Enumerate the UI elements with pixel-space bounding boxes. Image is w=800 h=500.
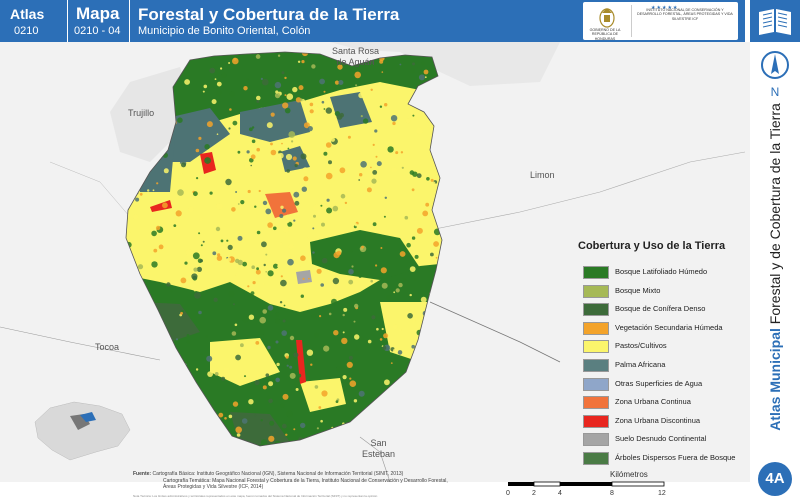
logo-left-text: GOBIERNO DE LA REPÚBLICA DE HONDURAS bbox=[589, 28, 621, 41]
legend-item: Bosque de Conífera Denso bbox=[578, 301, 743, 320]
scale-bar-graphic bbox=[508, 481, 665, 487]
sources-block: Fuente: Cartografía Básica: Instituto Ge… bbox=[133, 471, 493, 491]
source-line-2: Cartografía Temática: Mapa Nacional Fore… bbox=[163, 477, 448, 484]
header-bar: Atlas 0210 Mapa 0210 - 04 Forestal y Cob… bbox=[0, 0, 745, 42]
legend-item: Palma Africana bbox=[578, 357, 743, 376]
scale-tick-2: 2 bbox=[532, 490, 536, 497]
scale-bar: 0 2 4 8 12 Kilómetros bbox=[505, 470, 675, 500]
legend-label: Pastos/Cultivos bbox=[615, 341, 667, 351]
legend-item: Bosque Mixto bbox=[578, 283, 743, 302]
legend-swatch bbox=[583, 414, 609, 428]
locator-map bbox=[34, 401, 131, 461]
atlas-code: 0210 bbox=[14, 25, 39, 37]
legend-swatch bbox=[583, 433, 609, 447]
scale-tick-4: 4 bbox=[558, 490, 562, 497]
legend-label: Bosque Mixto bbox=[615, 285, 661, 295]
land-cover-map bbox=[0, 42, 750, 482]
logo-divider bbox=[631, 5, 632, 37]
place-santa-rosa: Santa Rosa de Aguán bbox=[332, 46, 379, 68]
source-line-1: Cartografía Básica: Instituto Geográfico… bbox=[152, 471, 404, 477]
legend-swatch bbox=[583, 451, 609, 465]
scale-tick-8: 8 bbox=[610, 490, 614, 497]
legend-swatch bbox=[583, 340, 609, 354]
place-tocoa-label: Tocoa bbox=[95, 342, 120, 352]
title-box: Forestal y Cobertura de la Tierra Munici… bbox=[138, 0, 578, 42]
legend-item: Zona Urbana Continua bbox=[578, 394, 743, 413]
technical-notes: Nota Técnica: Los límites administrativo… bbox=[133, 494, 378, 498]
north-label: N bbox=[771, 85, 780, 99]
legend-label: Zona Urbana Continua bbox=[615, 397, 691, 407]
map-code: 0210 - 04 bbox=[74, 25, 121, 37]
legend-swatch bbox=[583, 303, 609, 317]
scale-tick-0: 0 bbox=[506, 490, 510, 497]
legend-label: Árboles Dispersos Fuera de Bosque bbox=[615, 452, 736, 462]
place-santa-rosa-label: Santa Rosa de Aguán bbox=[332, 46, 380, 67]
legend-label: Otras Superficies de Agua bbox=[615, 378, 703, 388]
legend-item: Bosque Latifoliado Húmedo bbox=[578, 264, 743, 283]
atlas-book-tile bbox=[750, 0, 800, 42]
legend-label: Zona Urbana Discontinua bbox=[615, 415, 701, 425]
open-book-icon bbox=[759, 9, 791, 35]
legend-title: Cobertura y Uso de la Tierra bbox=[578, 240, 726, 252]
legend-item: Otras Superficies de Agua bbox=[578, 376, 743, 395]
sources-label: Fuente: bbox=[133, 471, 152, 477]
legend-items: Bosque Latifoliado Húmedo Bosque Mixto Bos… bbox=[578, 264, 743, 469]
legend-label: Palma Africana bbox=[615, 359, 666, 369]
legend-swatch bbox=[583, 266, 609, 279]
sidebar-title-bold: Atlas Municipal bbox=[767, 328, 783, 431]
source-line-3: Áreas Protegidas y Vida Silvestre (ICF, … bbox=[163, 484, 264, 490]
page-subtitle: Municipio de Bonito Oriental, Colón bbox=[138, 25, 311, 37]
place-tocoa: Tocoa bbox=[95, 342, 119, 353]
place-san-esteban: San Esteban bbox=[362, 438, 395, 460]
legend-item: Suelo Desnudo Continental bbox=[578, 431, 743, 450]
legend-swatch bbox=[583, 321, 609, 335]
place-san-esteban-label: San Esteban bbox=[362, 438, 396, 459]
sidebar-title-rest: Forestal y de Cobertura de la Tierra bbox=[767, 103, 783, 325]
municipality-boundary bbox=[125, 51, 443, 447]
map-label: Mapa bbox=[76, 4, 120, 23]
institution-logos: GOBIERNO DE LA REPÚBLICA DE HONDURAS ★★★… bbox=[583, 2, 738, 41]
legend-swatch bbox=[583, 377, 609, 391]
legend-label: Suelo Desnudo Continental bbox=[615, 434, 707, 444]
legend-swatch bbox=[583, 396, 609, 410]
legend-label: Bosque de Conífera Denso bbox=[615, 304, 706, 314]
legend-item: Zona Urbana Discontinua bbox=[578, 413, 743, 432]
atlas-label: Atlas bbox=[10, 6, 45, 22]
legend-label: Vegetación Secundaria Húmeda bbox=[615, 322, 723, 332]
legend-label: Bosque Latifoliado Húmedo bbox=[615, 267, 708, 276]
place-trujillo-label: Trujillo bbox=[128, 108, 155, 118]
right-sidebar: N Atlas Municipal Forestal y de Cobertur… bbox=[750, 42, 800, 500]
legend-item: Vegetación Secundaria Húmeda bbox=[578, 320, 743, 339]
north-arrow-icon: N bbox=[761, 51, 789, 99]
page-title: Forestal y Cobertura de la Tierra bbox=[138, 5, 400, 24]
honduras-seal-icon bbox=[599, 8, 615, 28]
map-code-box: Mapa 0210 - 04 bbox=[68, 0, 130, 42]
map-panel: Santa Rosa de Aguán Trujillo Limon Tocoa… bbox=[0, 42, 750, 482]
scale-unit: Kilómetros bbox=[610, 470, 648, 479]
legend-item: Pastos/Cultivos bbox=[578, 338, 743, 357]
place-limon: Limon bbox=[530, 170, 555, 181]
legend-swatch bbox=[583, 358, 609, 372]
legend-swatch bbox=[583, 284, 609, 298]
place-limon-label: Limon bbox=[530, 170, 555, 180]
sidebar-vertical-title: Atlas Municipal Forestal y de Cobertura … bbox=[767, 103, 783, 431]
sheet-badge: 4A bbox=[758, 462, 792, 496]
scale-tick-12: 12 bbox=[658, 490, 666, 497]
stars-icon: ★★★★★ bbox=[651, 5, 679, 11]
legend: Cobertura y Uso de la Tierra Bosque Lati… bbox=[578, 240, 743, 469]
legend-item: Árboles Dispersos Fuera de Bosque bbox=[578, 450, 743, 469]
atlas-code-box: Atlas 0210 bbox=[0, 0, 68, 42]
logo-right-text: INSTITUTO NACIONAL DE CONSERVACIÓN Y DES… bbox=[637, 8, 733, 21]
place-trujillo: Trujillo bbox=[128, 108, 154, 119]
